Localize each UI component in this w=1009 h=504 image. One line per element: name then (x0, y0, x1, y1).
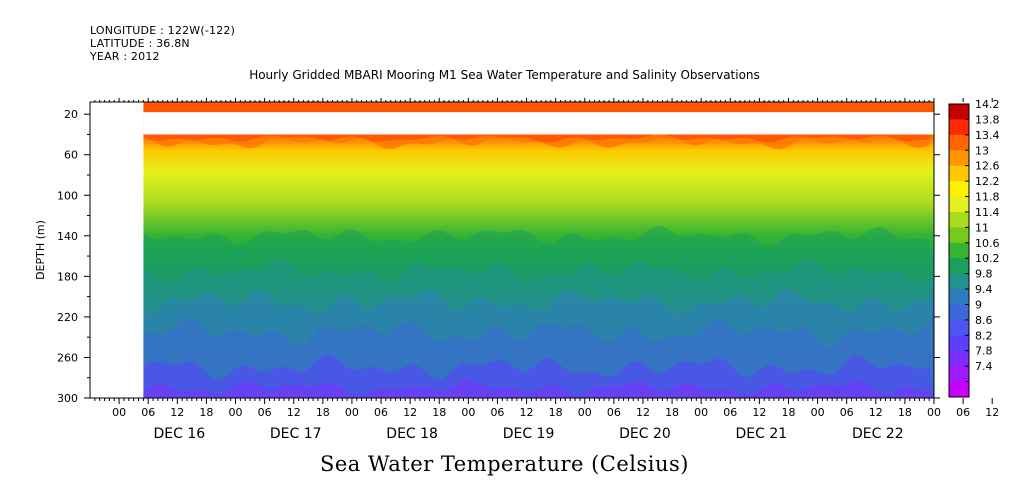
colorbar-cell (949, 304, 969, 321)
x-tick-label: 00 (461, 406, 475, 419)
colorbar-cell (949, 350, 969, 367)
colorbar-cell (949, 150, 969, 167)
y-tick-label: 300 (57, 392, 78, 405)
colorbar-label: 8.6 (975, 314, 993, 327)
colorbar-label: 11.4 (975, 206, 1000, 219)
colorbar-cell (949, 335, 969, 352)
colorbar-label: 12.2 (975, 175, 1000, 188)
colorbar-cell (949, 134, 969, 151)
colorbar-label: 10.2 (975, 252, 1000, 265)
colorbar-cell (949, 289, 969, 305)
x-tick-label: 12 (752, 406, 766, 419)
colorbar-label: 9.8 (975, 268, 993, 281)
year-label: YEAR : 2012 (90, 50, 160, 63)
x-tick-label: 00 (811, 406, 825, 419)
longitude-label: LONGITUDE : 122W(-122) (90, 24, 236, 37)
latitude-label: LATITUDE : 36.8N (90, 37, 190, 50)
x-tick-label: 06 (840, 406, 854, 419)
x-tick-label: 12 (170, 406, 184, 419)
x-tick-label: 18 (898, 406, 912, 419)
colorbar-cell (949, 181, 969, 198)
x-tick-label: 06 (374, 406, 388, 419)
colorbar-label: 7.8 (975, 345, 993, 358)
x-tick-label: 18 (549, 406, 563, 419)
x-tick-label: 06 (490, 406, 504, 419)
colorbar-label: 13.8 (975, 113, 1000, 126)
colorbar-label: 13.4 (975, 129, 1000, 142)
x-tick-label: 18 (665, 406, 679, 419)
x-date-label: DEC 22 (852, 426, 904, 442)
x-tick-label: 12 (985, 406, 999, 419)
x-tick-label: 00 (112, 406, 126, 419)
colorbar-label: 7.4 (975, 360, 993, 373)
x-tick-label: 18 (199, 406, 213, 419)
colorbar-cell (949, 258, 969, 275)
colorbar-caption: Sea Water Temperature (Celsius) (319, 452, 689, 476)
x-date-label: DEC 20 (619, 426, 671, 442)
no-data-gap (143, 112, 934, 135)
colorbar-cell (949, 104, 969, 120)
colorbar-cell (949, 196, 969, 213)
colorbar-label: 14.2 (975, 98, 1000, 111)
isotherm-ribbon (143, 354, 934, 398)
colorbar-label: 13 (975, 144, 989, 157)
y-tick-label: 60 (64, 149, 78, 162)
x-tick-label: 18 (432, 406, 446, 419)
y-tick-label: 100 (57, 189, 78, 202)
colorbar-cell (949, 227, 969, 244)
colorbar-cell (949, 211, 969, 228)
x-tick-label: 00 (345, 406, 359, 419)
x-tick-label: 06 (723, 406, 737, 419)
colorbar-label: 9.4 (975, 283, 993, 296)
colorbar-label: 11.8 (975, 191, 1000, 204)
y-tick-label: 140 (57, 230, 78, 243)
colorbar-label: 9 (975, 298, 982, 311)
x-date-label: DEC 16 (153, 426, 205, 442)
x-date-label: DEC 18 (386, 426, 438, 442)
x-tick-label: 06 (141, 406, 155, 419)
y-tick-label: 260 (57, 351, 78, 364)
x-tick-label: 06 (956, 406, 970, 419)
chart-title: Hourly Gridded MBARI Mooring M1 Sea Wate… (249, 68, 760, 82)
colorbar-cell (949, 165, 969, 182)
isotherm-ribbon (143, 379, 934, 398)
x-tick-label: 06 (607, 406, 621, 419)
x-tick-label: 18 (781, 406, 795, 419)
colorbar-label: 8.2 (975, 329, 993, 342)
x-date-label: DEC 19 (503, 426, 555, 442)
x-tick-label: 00 (694, 406, 708, 419)
y-tick-label: 220 (57, 311, 78, 324)
colorbar-cell (949, 366, 969, 383)
colorbar-cell (949, 319, 969, 336)
x-tick-label: 12 (869, 406, 883, 419)
x-tick-label: 12 (403, 406, 417, 419)
colorbar-label: 12.6 (975, 160, 1000, 173)
x-tick-label: 12 (287, 406, 301, 419)
y-tick-label: 180 (57, 270, 78, 283)
x-tick-label: 00 (229, 406, 243, 419)
x-tick-label: 12 (520, 406, 534, 419)
colorbar-cell (949, 119, 969, 136)
colorbar-cell (949, 381, 969, 398)
x-tick-label: 12 (636, 406, 650, 419)
x-tick-label: 00 (578, 406, 592, 419)
x-tick-label: 06 (258, 406, 272, 419)
x-date-label: DEC 17 (270, 426, 322, 442)
x-tick-label: 00 (927, 406, 941, 419)
colorbar-frame (948, 103, 970, 398)
y-tick-label: 20 (64, 108, 78, 121)
colorbar-cell (949, 242, 969, 259)
colorbar-cell (949, 273, 969, 290)
colorbar-label: 10.6 (975, 237, 1000, 250)
no-data-left (90, 102, 144, 398)
colorbar-label: 11 (975, 221, 989, 234)
x-tick-label: 18 (316, 406, 330, 419)
y-axis-label: DEPTH (m) (34, 220, 47, 280)
x-date-label: DEC 21 (736, 426, 788, 442)
